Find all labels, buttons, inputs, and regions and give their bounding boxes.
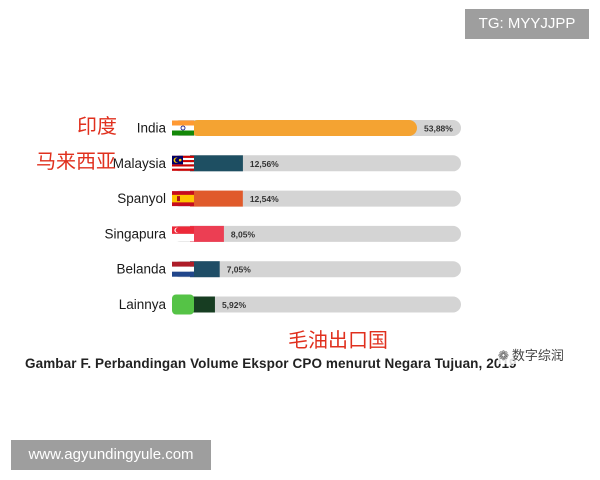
chart-caption: Gambar F. Perbandingan Volume Ekspor CPO… — [25, 356, 517, 371]
bar-row: Belanda 7,05% — [116, 261, 461, 278]
category-label: Lainnya — [119, 297, 167, 312]
wechat-text: 数字综润 — [511, 349, 564, 364]
wechat-watermark: ❁ 数字综润 — [498, 345, 564, 364]
spain-flag-icon — [172, 191, 194, 207]
tg-badge: TG: MYYJJPP — [465, 9, 589, 39]
bar-row: Spanyol 12,54% — [117, 190, 461, 207]
bar-track — [172, 225, 461, 242]
wechat-icon: ❁ — [498, 349, 509, 364]
data-label: 7,05% — [227, 265, 252, 275]
data-label: 12,56% — [250, 159, 279, 169]
category-label: Singapura — [104, 226, 166, 241]
bar-track — [172, 261, 461, 278]
bar — [190, 296, 215, 313]
annotation-bottom: 毛油出口国 — [288, 328, 388, 352]
bar — [190, 261, 220, 278]
bar-track — [172, 296, 461, 313]
category-label: Malaysia — [113, 156, 167, 171]
bar — [190, 225, 224, 242]
bar-row: India 53,88% — [137, 120, 461, 136]
category-label: Spanyol — [117, 191, 166, 206]
bar-row: Singapura 8,05% — [104, 225, 461, 242]
annotation-malaysia: 马来西亚 — [36, 149, 116, 173]
data-label: 8,05% — [231, 229, 256, 239]
bar-row: Malaysia 12,56% — [113, 155, 461, 172]
india-flag-icon — [172, 120, 194, 136]
data-label: 53,88% — [424, 124, 453, 134]
data-label: 12,54% — [250, 194, 279, 204]
annotation-india: 印度 — [77, 114, 117, 138]
singapore-flag-icon — [172, 226, 194, 242]
netherlands-flag-icon — [172, 261, 194, 277]
data-label: 5,92% — [222, 300, 247, 310]
category-label: India — [137, 121, 167, 136]
bar — [190, 155, 243, 172]
other-flag-icon — [172, 294, 194, 315]
bar — [190, 120, 417, 136]
watermark-url: www.agyundingyule.com — [11, 440, 211, 470]
bar-track — [172, 155, 461, 172]
bar-row: Lainnya 5,92% — [119, 294, 461, 315]
malaysia-flag-icon — [172, 155, 194, 171]
category-label: Belanda — [116, 262, 166, 277]
bar-track — [172, 190, 461, 207]
bar — [190, 190, 243, 207]
